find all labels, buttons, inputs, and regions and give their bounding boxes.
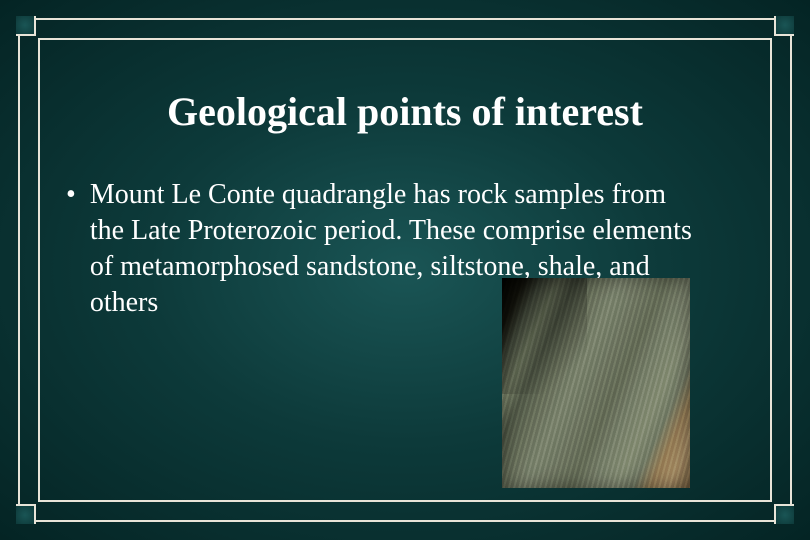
corner-ornament-br xyxy=(774,504,794,524)
corner-ornament-tr xyxy=(774,16,794,36)
slide-title: Geological points of interest xyxy=(60,88,750,135)
bullet-marker: • xyxy=(66,177,76,213)
corner-ornament-tl xyxy=(16,16,36,36)
rock-sample-image xyxy=(502,278,690,488)
corner-ornament-bl xyxy=(16,504,36,524)
